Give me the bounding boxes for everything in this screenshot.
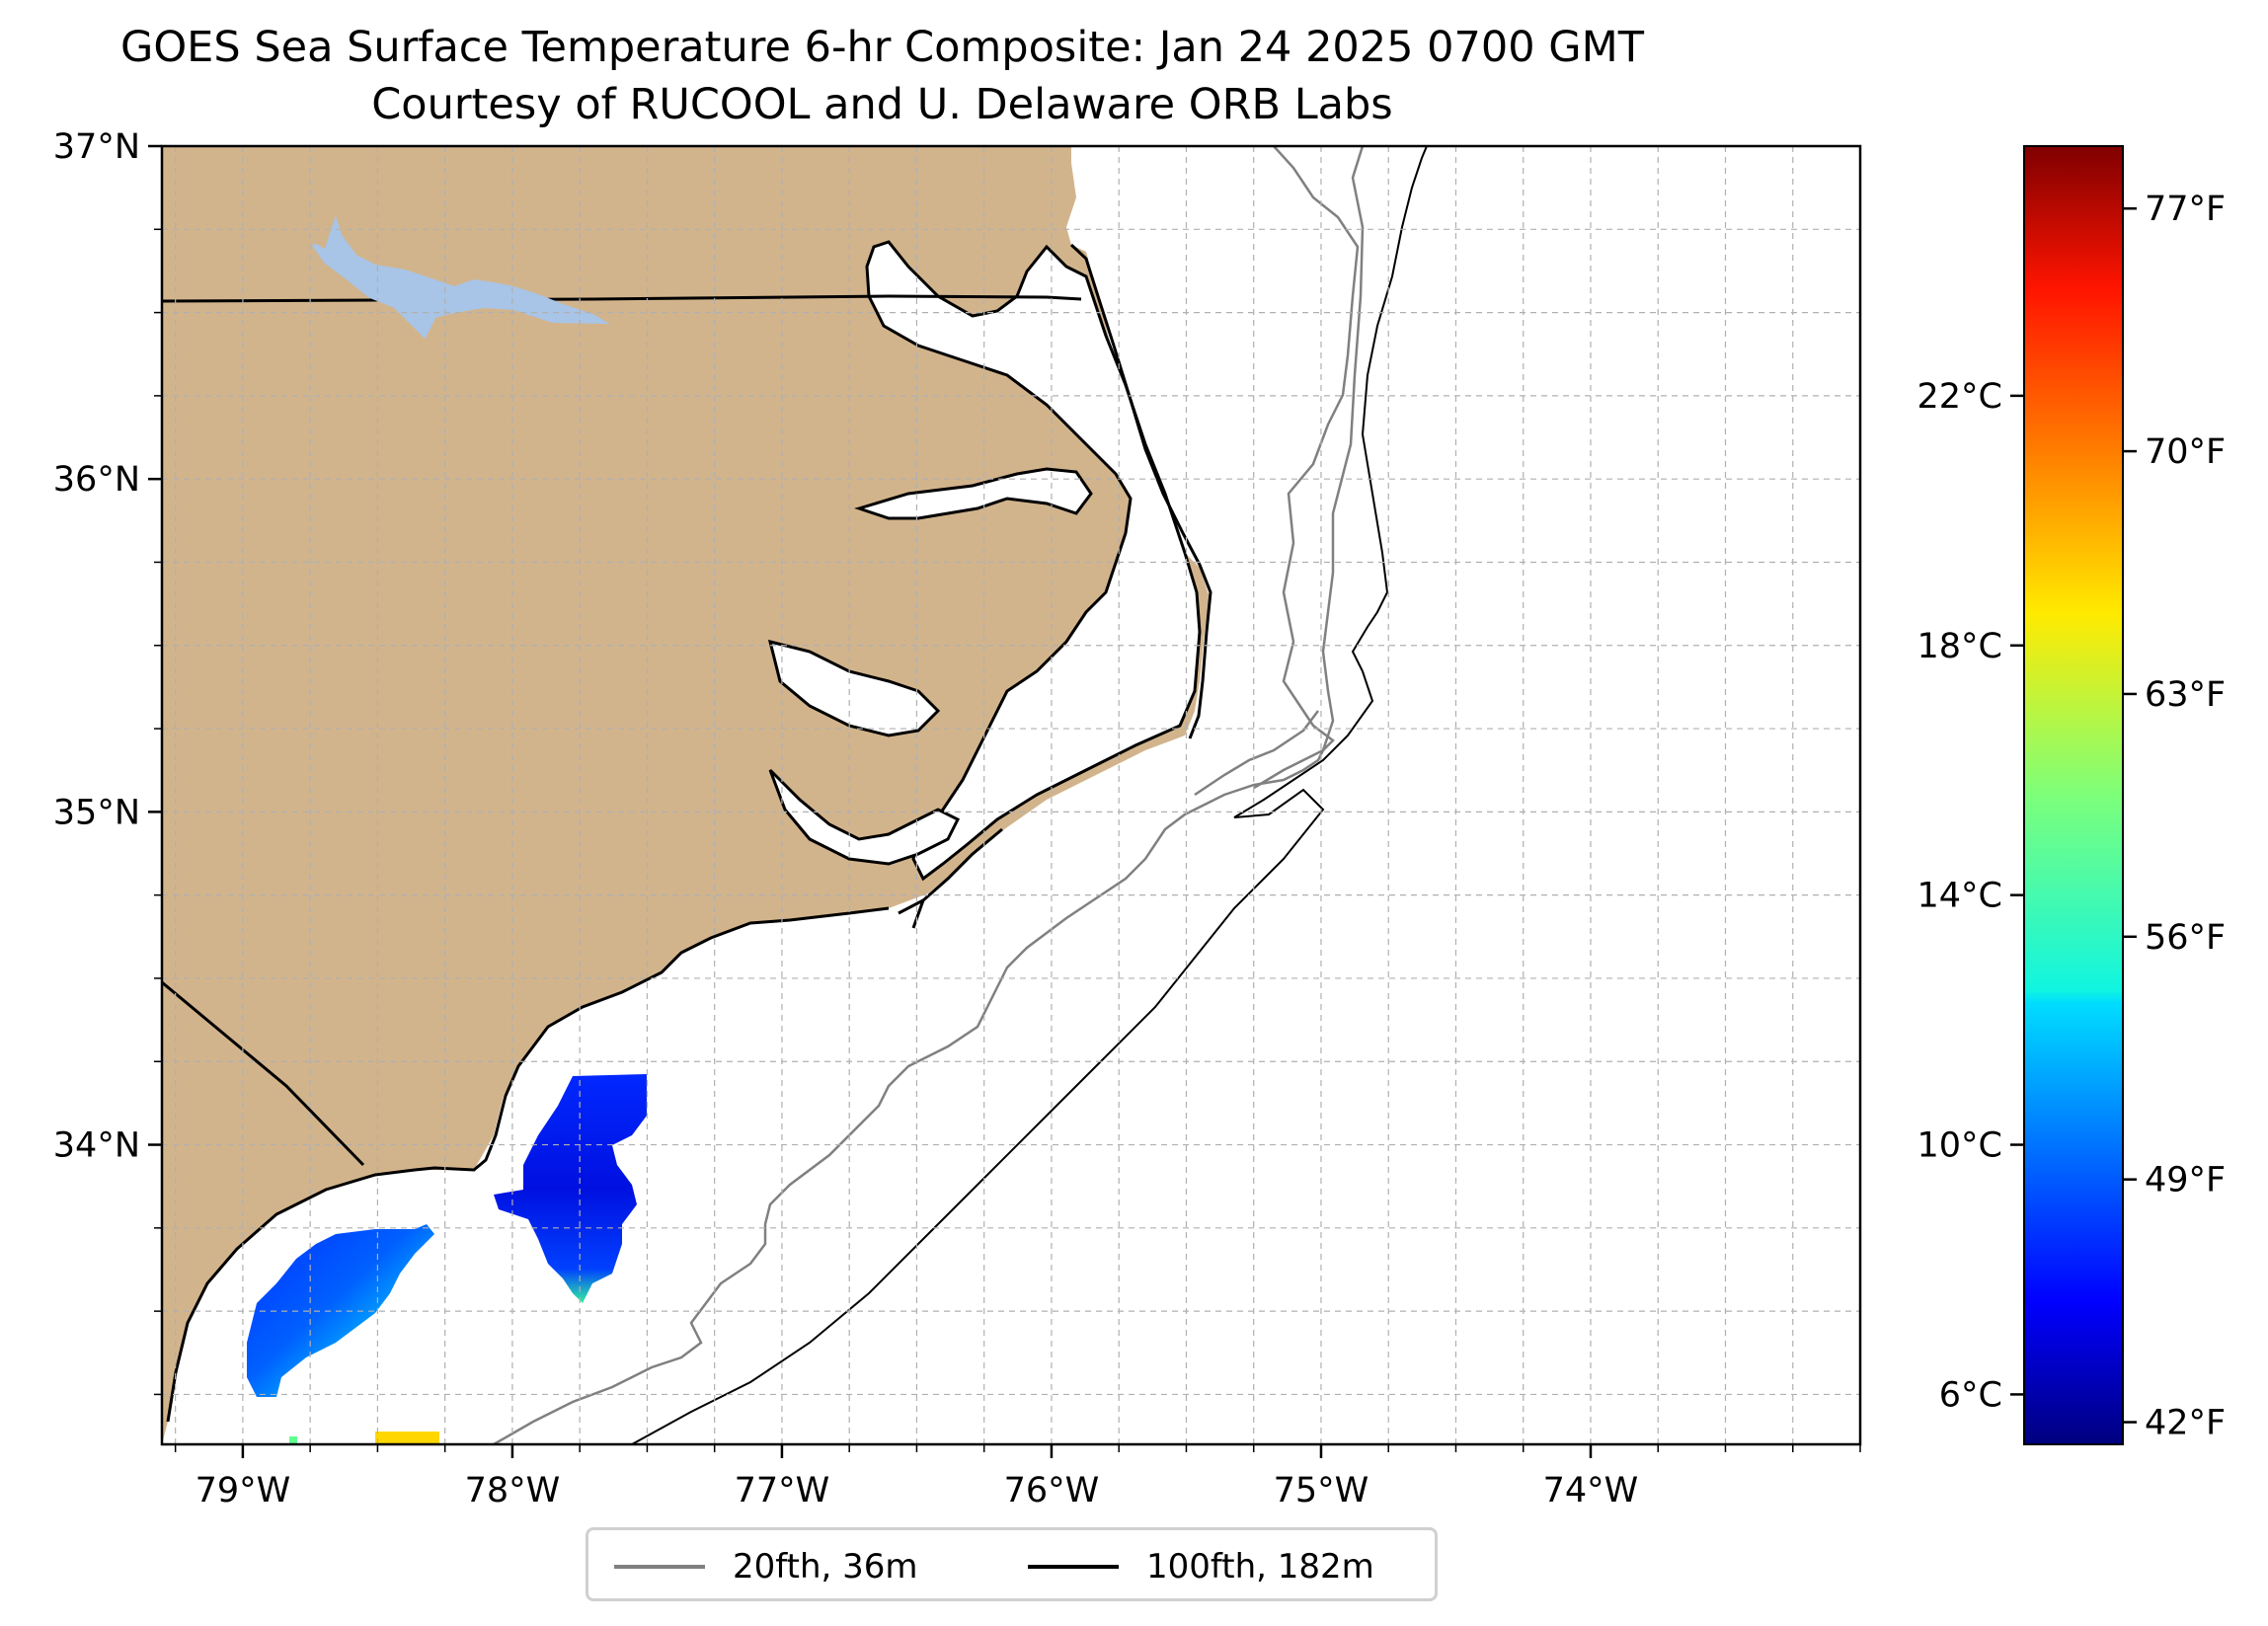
colorbar-label-celsius: 6°C	[1939, 1375, 2002, 1415]
colorbar-bar	[2023, 145, 2124, 1445]
isobath-20fth-shelf	[1194, 710, 1319, 797]
lat-tick-label: 37°N	[53, 127, 140, 167]
neuse-river	[768, 768, 961, 866]
outer-banks	[1069, 243, 1212, 739]
map-subtitle: Courtesy of RUCOOL and U. Delaware ORB L…	[371, 80, 1393, 129]
isobath-legend: 20fth, 36m 100fth, 182m	[586, 1527, 1438, 1601]
map-axes: 79°W 78°W 77°W 76°W 75°W 74°W 37°N 36°N 35°N 34°N	[53, 127, 1861, 1510]
colorbar-label-fahrenheit: 49°F	[2145, 1161, 2226, 1200]
legend-item-100fth: 100fth, 182m	[1028, 1547, 1374, 1587]
lat-tick-label: 34°N	[53, 1126, 140, 1166]
inland-lake	[312, 215, 610, 340]
lat-tick-label: 36°N	[53, 460, 140, 500]
legend-swatch-20fth	[614, 1565, 705, 1569]
isobath-20fth-outer	[1253, 146, 1365, 790]
land-polygon	[162, 146, 1210, 1444]
isobath-20fth	[493, 146, 1360, 1444]
colorbar-label-celsius: 10°C	[1917, 1126, 2002, 1166]
colorbar-label-fahrenheit: 56°F	[2145, 918, 2226, 958]
legend-label-100fth: 100fth, 182m	[1146, 1547, 1374, 1587]
colorbar-label-celsius: 14°C	[1917, 877, 2002, 916]
colorbar-label-fahrenheit: 42°F	[2145, 1404, 2226, 1443]
pamlico-sound	[865, 240, 1202, 882]
lat-tick-label: 35°N	[53, 793, 140, 832]
colorbar-label-fahrenheit: 70°F	[2145, 432, 2226, 472]
sst-patch-small-yellow	[375, 1432, 439, 1444]
sst-patch-southwest	[247, 1224, 434, 1397]
southern-coast	[166, 827, 1003, 1423]
state-border-nc-sc	[162, 980, 365, 1167]
lon-tick-label: 77°W	[735, 1471, 830, 1510]
sst-patch-small-green	[289, 1436, 297, 1444]
isobath-100fth	[631, 146, 1428, 1444]
lon-tick-label: 76°W	[1004, 1471, 1100, 1510]
lon-tick-label: 74°W	[1543, 1471, 1639, 1510]
lon-tick-label: 75°W	[1274, 1471, 1369, 1510]
legend-swatch-100fth	[1028, 1565, 1119, 1569]
colorbar-label-fahrenheit: 63°F	[2145, 675, 2226, 715]
legend-label-20fth: 20fth, 36m	[733, 1547, 918, 1587]
map-frame	[160, 144, 1862, 1446]
colorbar-label-celsius: 22°C	[1917, 377, 2002, 417]
colorbar-axes: 22°C 18°C 14°C 10°C 6°C 77°F 70°F 63°F 56°F 49°F 4…	[1917, 190, 2227, 1442]
map-title: GOES Sea Surface Temperature 6-hr Compos…	[120, 23, 1644, 72]
colorbar-label-fahrenheit: 77°F	[2145, 190, 2226, 229]
lon-tick-label: 78°W	[465, 1471, 561, 1510]
lon-tick-label: 79°W	[196, 1471, 291, 1510]
legend-item-20fth: 20fth, 36m	[614, 1547, 918, 1587]
colorbar-label-celsius: 18°C	[1917, 627, 2002, 666]
sst-patch-northeast	[494, 1074, 647, 1303]
